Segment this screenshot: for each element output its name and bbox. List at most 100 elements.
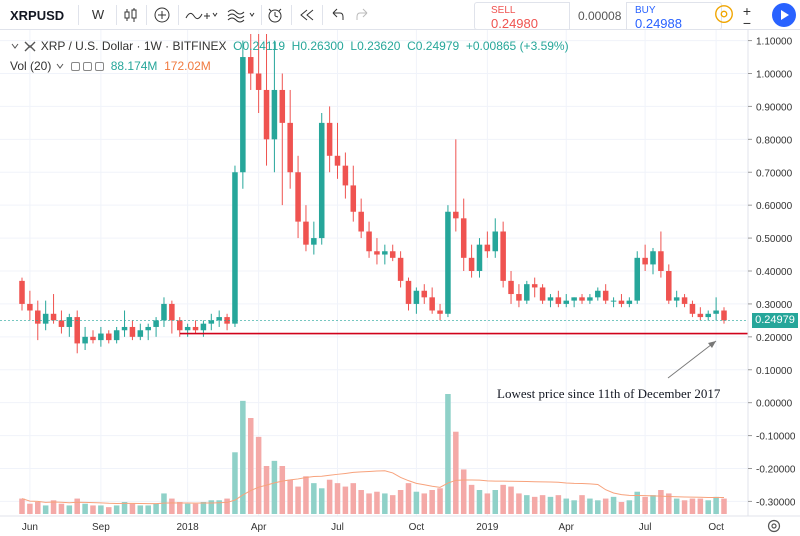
price-tick-label: 1.00000: [756, 70, 793, 81]
volume-bar: [658, 490, 664, 514]
replay-icon[interactable]: [298, 4, 316, 26]
settings-icon[interactable]: [83, 62, 93, 71]
volume-bar: [445, 394, 451, 514]
candle-body: [563, 300, 570, 304]
candle-body: [650, 251, 656, 265]
price-tick-label: 1.10000: [756, 37, 793, 48]
volume-bar: [263, 466, 270, 514]
indicators-icon[interactable]: [184, 4, 218, 26]
compare-plus-icon[interactable]: [153, 4, 171, 26]
chart-settings-icon[interactable]: [766, 518, 782, 534]
undo-icon[interactable]: [329, 4, 345, 26]
candle-body: [176, 320, 183, 331]
price-tick-label: 0.20000: [756, 333, 793, 344]
volume-bar: [287, 479, 293, 514]
annotation-text: Lowest price since 11th of December 2017: [497, 386, 721, 401]
candle-body: [697, 313, 704, 318]
candle-body: [240, 57, 246, 173]
volume-bar: [666, 493, 672, 514]
buy-value: 0.24988: [635, 16, 682, 31]
zoom-minus-icon[interactable]: −: [742, 15, 752, 31]
volume-bar: [271, 460, 278, 514]
time-tick-label: Apr: [251, 522, 267, 533]
redo-icon[interactable]: [355, 4, 371, 26]
time-tick-label: Apr: [558, 522, 574, 533]
close-value: C0.24979: [407, 39, 460, 53]
open-value: O0.24119: [233, 39, 285, 53]
time-tick-label: Jul: [331, 522, 344, 533]
price-tick-label: 0.10000: [756, 366, 793, 377]
volume-ma-value: 172.02M: [164, 59, 211, 73]
candle-body: [98, 333, 104, 341]
volume-chevron-icon[interactable]: [55, 61, 65, 71]
candle-body: [27, 303, 33, 311]
volume-bar: [618, 502, 625, 514]
volume-bar: [587, 498, 593, 514]
candle-body: [484, 244, 491, 252]
volume-bar: [382, 493, 388, 514]
price-tick-label: 0.80000: [756, 135, 793, 146]
volume-bar: [232, 452, 238, 514]
price-tick-label: 0.90000: [756, 102, 793, 113]
candle-body: [389, 251, 396, 258]
candle-body: [713, 310, 719, 314]
candle-body: [232, 172, 238, 324]
candle-body: [453, 211, 459, 219]
templates-icon[interactable]: [226, 4, 256, 26]
candle-body: [374, 251, 380, 255]
price-tick-label: 0.70000: [756, 168, 793, 179]
price-tick-label: -0.10000: [756, 432, 796, 443]
price-tick-label: 0.60000: [756, 201, 793, 212]
volume-bar: [571, 500, 577, 514]
settings-gear-icon[interactable]: [712, 3, 736, 25]
volume-bar: [98, 505, 104, 514]
volume-bar: [547, 496, 554, 514]
candle-body: [721, 310, 727, 321]
symbol-search[interactable]: XRPUSD: [10, 8, 65, 23]
volume-bar: [74, 498, 80, 514]
volume-bar: [137, 505, 144, 514]
candle-body: [555, 297, 562, 304]
candle-body: [192, 326, 199, 331]
volume-bar: [121, 502, 128, 514]
collapse-chevron-icon[interactable]: [10, 41, 20, 51]
sell-button[interactable]: SELL 0.24980: [474, 2, 570, 31]
close-icon[interactable]: [95, 62, 105, 71]
top-toolbar: XRPUSD W SELL 0.24980 0.00008 BUY 0.2498…: [0, 0, 800, 31]
volume-bar: [350, 483, 357, 514]
volume-bar: [90, 505, 96, 514]
volume-bar: [169, 498, 175, 514]
time-tick-label: 2018: [177, 522, 200, 533]
candle-body: [318, 122, 325, 239]
candle-body: [42, 313, 49, 324]
volume-bar: [508, 486, 514, 514]
volume-bar: [145, 505, 151, 514]
candle-body: [642, 257, 648, 265]
volume-ma-line: [21, 470, 724, 505]
zoom-plus-icon[interactable]: +: [742, 3, 752, 19]
volume-bar: [453, 431, 459, 514]
price-tick-label: -0.20000: [756, 465, 796, 476]
eye-icon[interactable]: [71, 62, 81, 71]
play-icon[interactable]: [770, 2, 798, 28]
candle-body: [295, 172, 301, 222]
sell-value: 0.24980: [491, 16, 538, 31]
last-price-tag: 0.24979: [752, 313, 798, 328]
volume-bar: [216, 500, 222, 514]
volume-bar: [318, 488, 325, 514]
volume-label: Vol (20): [10, 59, 52, 73]
volume-bar: [460, 469, 467, 514]
candle-body: [113, 330, 120, 341]
time-axis: Jun Sep 2018 Apr Jul Oct 2019 Apr Jul Oct: [22, 522, 724, 533]
interval-button[interactable]: W: [91, 7, 105, 22]
candle-body: [571, 297, 577, 301]
candle-body: [524, 284, 530, 301]
time-tick-label: Sep: [92, 522, 110, 533]
price-tick-label: 0.40000: [756, 267, 793, 278]
candle-body: [460, 218, 467, 258]
volume-bar: [42, 505, 49, 514]
candles-icon[interactable]: [123, 4, 139, 26]
alert-clock-icon[interactable]: [266, 4, 284, 26]
candle-body: [666, 271, 672, 301]
